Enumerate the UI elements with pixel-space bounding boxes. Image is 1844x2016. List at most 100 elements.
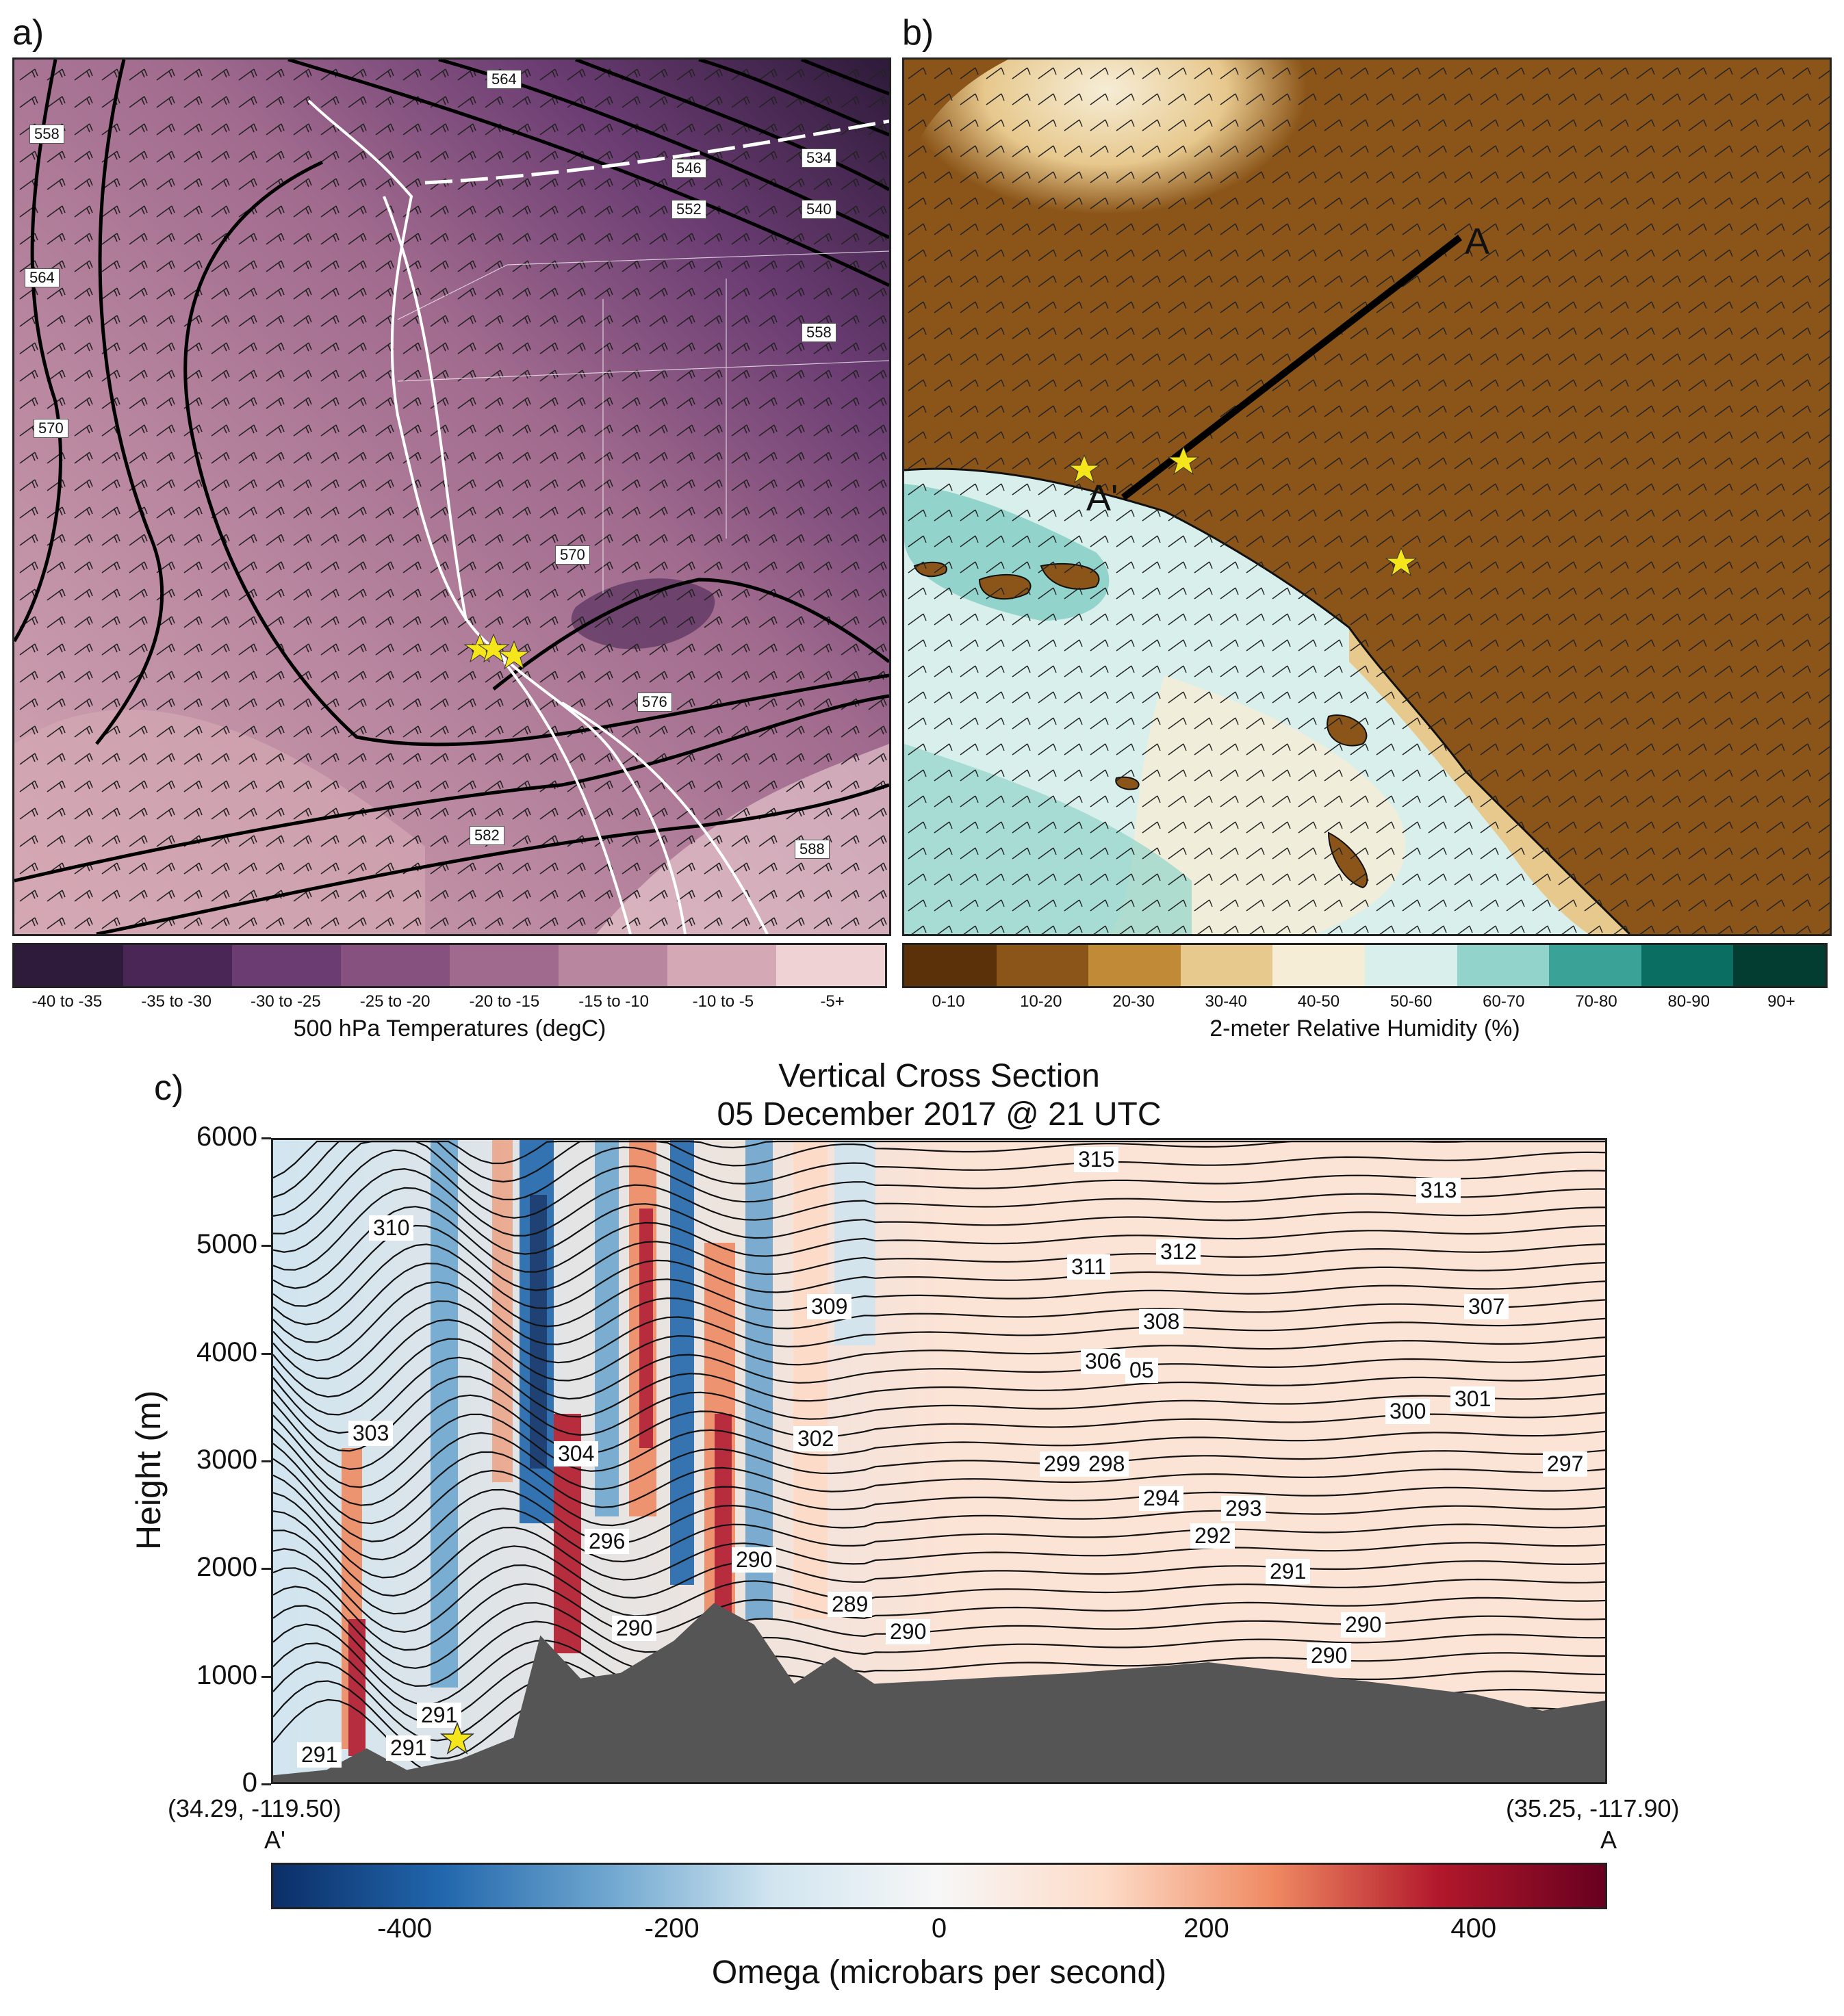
left-endpoint-label: A'	[264, 1826, 285, 1854]
contour-label: 292	[1190, 1523, 1235, 1549]
colorbar-tick: 60-70	[1483, 992, 1525, 1011]
y-tick-label: 0	[242, 1768, 257, 1798]
theta-contour	[273, 1319, 1605, 1398]
section-start-label: A'	[1086, 478, 1118, 519]
theta-contour	[273, 1149, 1605, 1235]
y-tick-label: 4000	[196, 1336, 257, 1367]
theta-contour	[273, 1300, 1605, 1380]
y-tick-mark	[261, 1352, 271, 1355]
y-tick-mark	[261, 1675, 271, 1678]
contour-label: 291	[386, 1735, 431, 1761]
theta-contour	[273, 1263, 1605, 1343]
theta-contour	[273, 1623, 1605, 1705]
contour-label: 588	[795, 840, 830, 859]
contour-label: 301	[1450, 1386, 1496, 1412]
temperature-colorbar	[12, 943, 887, 988]
omega-tick-label: 200	[1183, 1913, 1229, 1943]
humidity-colorbar-ticks: 0-10 10-20 20-30 30-40 40-50 50-60 60-70…	[902, 992, 1828, 1011]
theta-contour	[273, 1167, 1605, 1253]
y-tick-mark	[261, 1460, 271, 1462]
colorbar-tick: 40-50	[1297, 992, 1340, 1011]
y-tick-mark	[261, 1245, 271, 1248]
contour-label: 296	[585, 1529, 630, 1554]
theta-contour	[273, 1548, 1605, 1633]
contour-label: 291	[297, 1742, 342, 1768]
section-end-label: A	[1465, 221, 1490, 262]
theta-contour	[273, 1443, 1605, 1525]
contour-label: 313	[1416, 1178, 1461, 1203]
y-tick-label: 1000	[196, 1659, 257, 1690]
theta-contour	[273, 1474, 1605, 1561]
right-endpoint-label: A	[1600, 1826, 1617, 1854]
theta-contour	[273, 1224, 1605, 1307]
contour-label: 558	[802, 323, 836, 342]
colorbar-tick: 20-30	[1112, 992, 1155, 1011]
colorbar-tick: -30 to -25	[251, 992, 321, 1011]
temperature-colorbar-ticks: -40 to -35 -35 to -30 -30 to -25 -25 to …	[12, 992, 887, 1011]
contour-label: 564	[25, 268, 60, 287]
contour-label: 303	[348, 1421, 394, 1446]
omega-colorbar	[271, 1863, 1607, 1909]
contour-label: 290	[732, 1547, 777, 1573]
theta-contour	[273, 1187, 1605, 1271]
theta-contour	[273, 1567, 1605, 1651]
panel-a-letter: a)	[12, 13, 44, 53]
theta-contour	[273, 1413, 1605, 1488]
contour-label: 05	[1125, 1358, 1158, 1383]
contour-label: 312	[1156, 1239, 1201, 1265]
colorbar-tick: -40 to -35	[31, 992, 103, 1011]
humidity-colorbar-title: 2-meter Relative Humidity (%)	[1209, 1016, 1520, 1042]
contour-label: 290	[886, 1619, 931, 1644]
theta-contour	[273, 1281, 1605, 1362]
contour-label: 570	[555, 545, 590, 565]
contour-label: 310	[369, 1215, 414, 1241]
contour-label: 540	[802, 200, 836, 219]
colorbar-tick: 70-80	[1575, 992, 1617, 1011]
contour-label: 304	[554, 1441, 599, 1466]
theta-contour	[273, 1492, 1605, 1579]
omega-tick-label: -200	[644, 1913, 700, 1943]
contour-label: 307	[1464, 1294, 1509, 1319]
y-tick-label: 3000	[196, 1445, 257, 1475]
contour-label: 297	[1543, 1451, 1588, 1477]
contour-label: 290	[1307, 1643, 1352, 1668]
humidity-colorbar	[902, 943, 1828, 988]
theta-contour	[273, 1586, 1605, 1669]
panel-c-letter: c)	[154, 1068, 184, 1108]
contour-label: 302	[793, 1426, 838, 1451]
omega-tick-label: -400	[377, 1913, 433, 1943]
omega-tick-label: 0	[931, 1913, 947, 1943]
contour-label: 564	[487, 70, 522, 89]
theta-contour	[273, 1206, 1605, 1289]
contour-label: 291	[1266, 1559, 1311, 1584]
y-tick-label: 5000	[196, 1229, 257, 1260]
right-endpoint-coord: (35.25, -117.90)	[1506, 1794, 1680, 1822]
contour-label: 294	[1139, 1486, 1184, 1511]
temperature-map: 564 558 546 534 552 540 564 558 570 570 …	[12, 57, 891, 936]
theta-contour	[273, 1529, 1605, 1615]
omega-colorbar-title: Omega (microbars per second)	[711, 1954, 1167, 1991]
temperature-colorbar-title: 500 hPa Temperatures (degC)	[293, 1016, 606, 1042]
colorbar-tick: 50-60	[1390, 992, 1433, 1011]
y-tick-mark	[261, 1137, 271, 1139]
y-tick-label: 6000	[196, 1122, 257, 1152]
cross-section-plot: 315 313 310 312 311 307 309 308 306 05 3…	[271, 1138, 1607, 1784]
contour-label: 311	[1067, 1254, 1111, 1280]
colorbar-tick: 90+	[1767, 992, 1795, 1011]
panel-b-letter: b)	[902, 13, 934, 53]
theta-contour	[273, 1140, 1605, 1179]
contour-label: 308	[1139, 1309, 1184, 1334]
humidity-map: A A'	[902, 57, 1832, 936]
contour-label: 309	[807, 1294, 852, 1319]
theta-contour	[273, 1375, 1605, 1452]
contour-label: 315	[1074, 1147, 1119, 1172]
chart-subtitle: 05 December 2017 @ 21 UTC	[717, 1096, 1162, 1133]
colorbar-tick: 30-40	[1205, 992, 1247, 1011]
contour-label: 300	[1385, 1399, 1431, 1424]
contour-label: 552	[671, 200, 706, 219]
contour-label: 293	[1221, 1496, 1266, 1521]
omega-tick-label: 400	[1450, 1913, 1497, 1943]
theta-contour	[273, 1356, 1605, 1434]
theta-contour	[273, 1605, 1605, 1688]
theta-contour	[273, 1243, 1605, 1326]
